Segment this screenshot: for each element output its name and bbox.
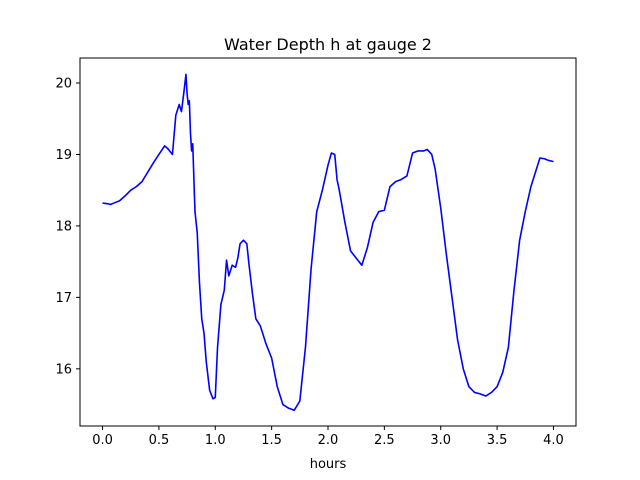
x-tick-label: 2.5	[374, 433, 395, 448]
x-tick-label: 1.0	[205, 433, 226, 448]
x-tick-label: 0.5	[149, 433, 170, 448]
y-axis-ticks: 16 17 18 19 20	[55, 77, 80, 377]
y-tick-label: 17	[55, 291, 72, 306]
x-axis-label: hours	[310, 457, 347, 472]
x-tick-label: 2.0	[318, 433, 339, 448]
y-tick-label: 18	[55, 219, 72, 234]
series-line-0	[102, 73, 554, 412]
plot-series	[102, 73, 554, 412]
x-tick-label: 0.0	[92, 433, 113, 448]
y-tick-label: 20	[55, 77, 72, 92]
x-tick-label: 1.5	[261, 433, 282, 448]
y-tick-label: 16	[55, 362, 72, 377]
chart-title: Water Depth h at gauge 2	[224, 35, 432, 54]
x-tick-label: 4.0	[543, 433, 564, 448]
x-tick-label: 3.0	[430, 433, 451, 448]
plot-frame	[79, 57, 577, 427]
x-tick-label: 3.5	[487, 433, 508, 448]
x-axis-ticks: 0.0 0.5 1.0 1.5 2.0 2.5 3.0 3.5 4.0	[92, 426, 564, 448]
y-tick-label: 19	[55, 148, 72, 163]
